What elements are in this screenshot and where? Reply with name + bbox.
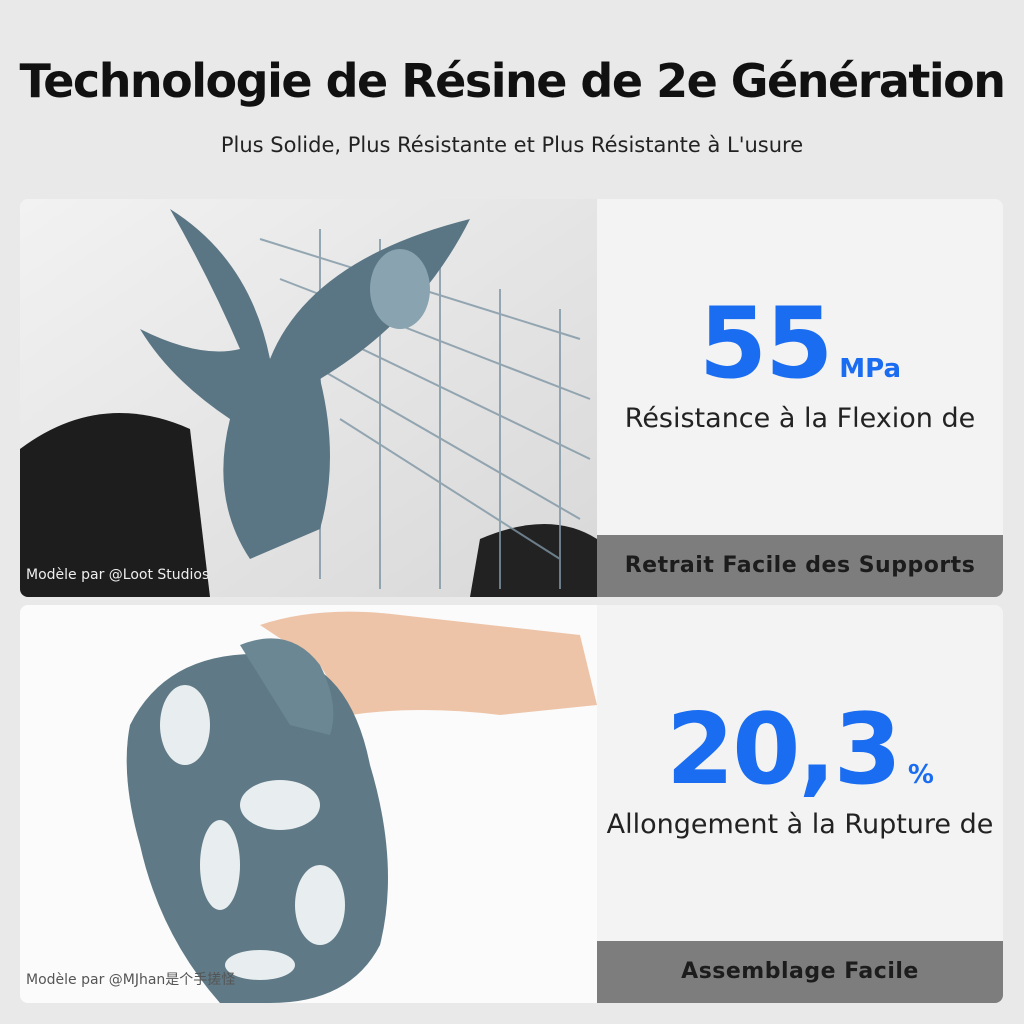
photo (20, 199, 597, 597)
unit: MPa (839, 354, 902, 384)
title: Technologie de Résine de 2e Génération (19, 54, 1006, 108)
feature-panel: Modèle par @Loot Studios 55 MPa Résistanc… (20, 199, 1003, 597)
unit: % (907, 760, 934, 790)
spec-figure: 20,3% (597, 693, 1003, 807)
figure: 55 (698, 287, 833, 401)
photo-credit: Modèle par @MJhan是个手搓怪 (26, 972, 236, 988)
figure: 20,3 (666, 693, 902, 807)
subtitle: Plus Solide, Plus Résistante et Plus Rés… (220, 133, 804, 157)
photo (20, 605, 597, 1003)
photo-credit: Modèle par @Loot Studios (26, 567, 210, 583)
feature-label: Retrait Facile des Supports (597, 535, 1003, 597)
spec-figure: 55 MPa (597, 287, 1003, 401)
spec: 20,3% Allongement à la Rupture de Assemb… (597, 605, 1003, 1003)
spec-description: Résistance à la Flexion de (624, 403, 976, 434)
spec: 55 MPa Résistance à la Flexion de Retrait… (597, 199, 1003, 597)
feature-panel: Modèle par @MJhan是个手搓怪 20,3% Allongement… (20, 605, 1003, 1003)
feature-label: Assemblage Facile (597, 941, 1003, 1003)
spec-description: Allongement à la Rupture de (606, 809, 994, 840)
